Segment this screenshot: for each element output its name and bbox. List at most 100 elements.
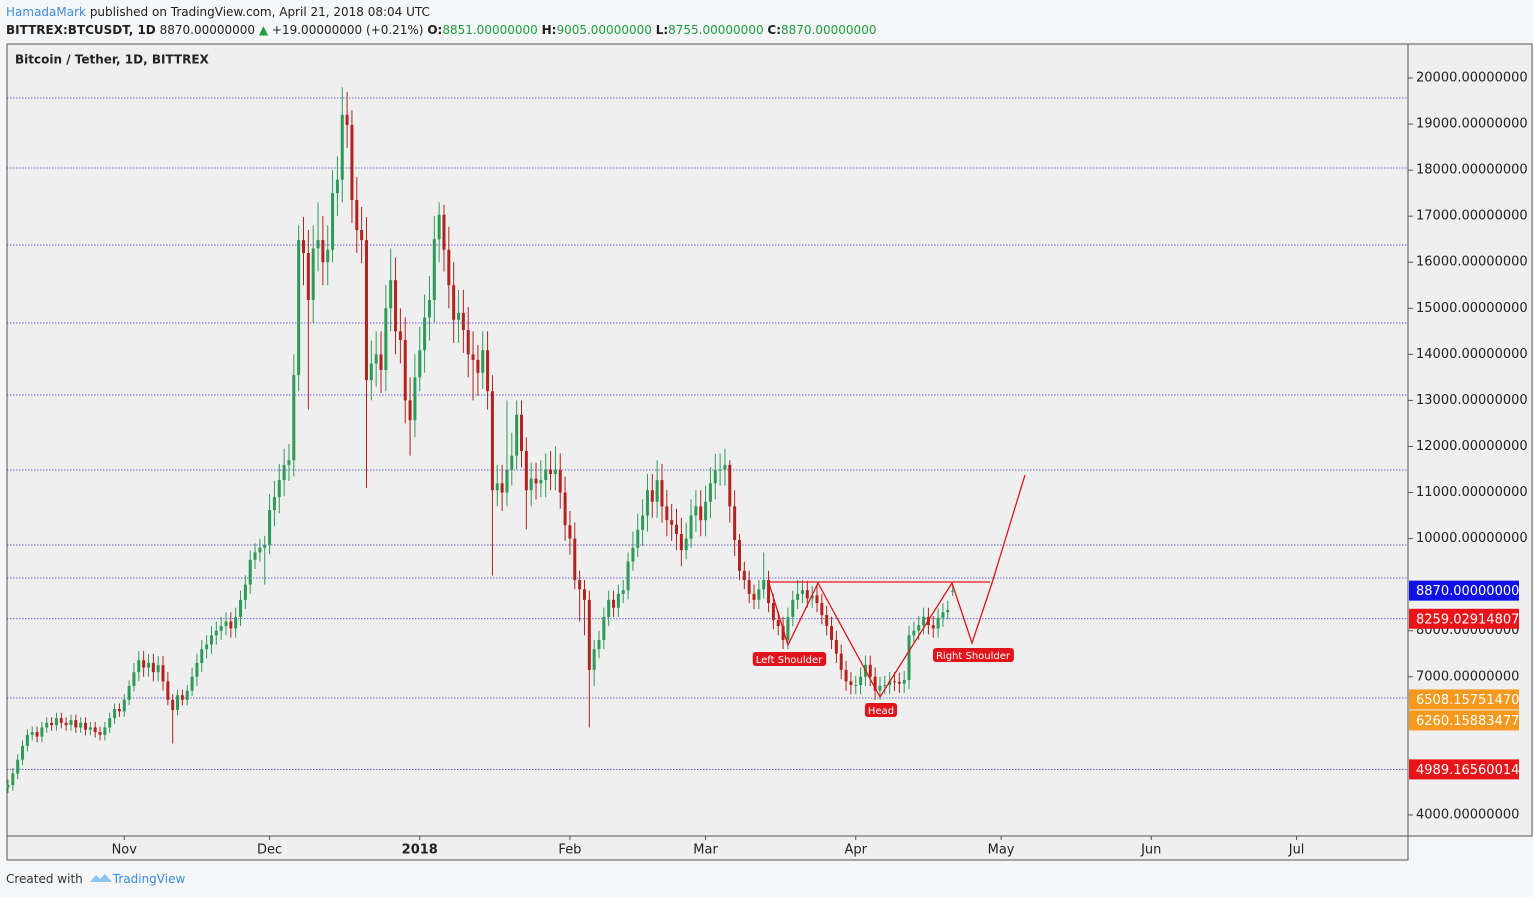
- body: [859, 676, 863, 686]
- body: [476, 359, 480, 373]
- body: [907, 635, 911, 680]
- body: [728, 464, 732, 507]
- body: [302, 240, 306, 254]
- body: [398, 331, 402, 341]
- author[interactable]: HamadaMark: [6, 5, 86, 19]
- body: [568, 525, 572, 539]
- body: [277, 480, 281, 498]
- candles: [6, 87, 955, 793]
- body: [612, 599, 616, 608]
- body: [839, 653, 843, 670]
- body: [607, 599, 611, 617]
- body: [176, 695, 180, 710]
- body: [810, 595, 814, 599]
- body: [272, 497, 276, 511]
- annotation: Head: [868, 706, 894, 717]
- body: [195, 662, 199, 677]
- body: [190, 676, 194, 691]
- body: [79, 722, 83, 728]
- body: [258, 547, 262, 553]
- y-tick-label: 12000.00000000: [1416, 439, 1528, 454]
- body: [364, 240, 368, 381]
- price-label: 4989.16560014: [1416, 763, 1519, 778]
- body: [834, 639, 838, 654]
- x-tick-label: Nov: [112, 843, 138, 858]
- quote-label: H:: [541, 23, 557, 37]
- body: [205, 644, 209, 650]
- body: [345, 114, 349, 125]
- y-tick-label: 13000.00000000: [1416, 393, 1528, 408]
- body: [297, 240, 301, 376]
- body: [922, 616, 926, 626]
- annotation: Left Shoulder: [756, 655, 823, 666]
- body: [854, 685, 858, 687]
- body: [355, 200, 359, 230]
- axes: 4000.000000007000.000000008000.000000001…: [112, 70, 1528, 857]
- body: [660, 480, 664, 507]
- body: [524, 451, 528, 491]
- body: [466, 329, 470, 355]
- x-tick-label: Jul: [1288, 843, 1305, 858]
- body: [427, 300, 431, 318]
- price-label-box: [1409, 580, 1519, 601]
- quote-value: 8870.00000000: [781, 23, 877, 37]
- x-tick-label: Dec: [257, 843, 282, 858]
- body: [481, 350, 485, 373]
- body: [917, 625, 921, 631]
- body: [902, 679, 906, 684]
- body: [675, 524, 679, 534]
- body: [263, 545, 267, 548]
- x-tick-label: Feb: [558, 843, 581, 858]
- body: [209, 635, 213, 645]
- body: [616, 593, 620, 608]
- body: [16, 759, 20, 774]
- price-label-box: [1409, 689, 1519, 710]
- y-tick-label: 15000.00000000: [1416, 301, 1528, 316]
- x-tick-label: Jun: [1140, 843, 1161, 858]
- body: [248, 559, 252, 585]
- body: [30, 732, 34, 735]
- annotations: Left Shoulder Head Right Shoulder: [752, 648, 1014, 717]
- y-tick-label: 18000.00000000: [1416, 163, 1528, 178]
- body: [708, 483, 712, 502]
- quote-value: 9005.00000000: [556, 23, 652, 37]
- body: [234, 616, 238, 629]
- body: [122, 699, 126, 712]
- body: [161, 665, 165, 682]
- brand[interactable]: TradingView: [112, 872, 186, 886]
- body: [602, 616, 606, 640]
- body: [563, 492, 567, 526]
- body: [340, 114, 344, 180]
- y-tick-label: 7000.00000000: [1416, 669, 1519, 684]
- body: [752, 593, 756, 600]
- body: [88, 727, 92, 730]
- body: [423, 317, 427, 351]
- body: [369, 363, 373, 381]
- grid: [7, 97, 1408, 770]
- body: [171, 699, 175, 710]
- body: [54, 718, 58, 726]
- quote-label: L:: [655, 23, 669, 37]
- body: [868, 664, 872, 677]
- body: [200, 649, 204, 663]
- body: [490, 391, 494, 491]
- logo: [89, 874, 112, 882]
- body: [117, 709, 121, 712]
- body: [631, 547, 635, 562]
- body: [93, 727, 97, 733]
- body: [268, 510, 272, 546]
- price-label-box: [1409, 710, 1519, 731]
- body: [335, 179, 339, 194]
- quote-value: 8851.00000000: [442, 23, 538, 37]
- body: [621, 590, 625, 594]
- body: [103, 727, 107, 735]
- x-axis-area: [6, 835, 1409, 861]
- annotation: Right Shoulder: [936, 651, 1011, 662]
- body: [636, 529, 640, 548]
- body: [694, 506, 698, 516]
- body: [413, 377, 417, 421]
- y-tick-label: 19000.00000000: [1416, 117, 1528, 132]
- body: [461, 312, 465, 330]
- created: Created with: [6, 872, 83, 886]
- body: [151, 662, 155, 673]
